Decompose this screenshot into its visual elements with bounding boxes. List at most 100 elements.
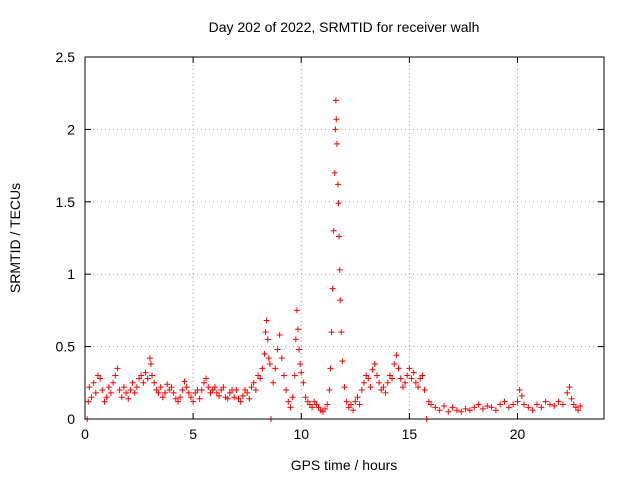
data-point [88,394,95,401]
data-point [105,384,112,391]
data-point [131,389,138,396]
data-point [332,97,339,104]
data-point [336,266,343,273]
data-point [449,404,456,411]
data-point [248,384,255,391]
data-point [577,402,584,409]
data-point [155,389,162,396]
data-point [144,375,151,382]
data-point [296,346,303,353]
data-point [367,384,374,391]
data-point [177,394,184,401]
data-point [410,369,417,376]
data-point [285,398,292,405]
data-point [333,116,340,123]
data-point [183,384,190,391]
data-point [327,365,334,372]
data-point [389,375,396,382]
data-point [352,398,359,405]
data-point [488,404,495,411]
data-point [259,365,266,372]
data-point [330,227,337,234]
data-point [270,379,277,386]
data-point [220,384,227,391]
data-point [300,379,307,386]
data-point [274,346,281,353]
data-point [399,384,406,391]
data-point [471,404,478,411]
data-point [181,378,188,385]
data-point [380,384,387,391]
data-point [337,297,344,304]
data-point [174,398,181,405]
data-point [142,369,149,376]
data-point [198,387,205,394]
data-point [533,401,540,408]
data-point [332,126,339,133]
data-point [292,336,299,343]
data-point [575,407,582,414]
data-point [402,379,409,386]
data-point [458,408,465,415]
data-point [408,375,415,382]
x-tick-label: 5 [189,426,197,442]
data-point [338,329,345,336]
data-point [140,379,147,386]
data-point [343,398,350,405]
data-point [382,389,389,396]
y-tick-labels: 0 0.5 1 1.5 2 2.5 [56,49,76,427]
data-point [391,360,398,367]
data-point [231,394,238,401]
data-point [146,355,153,362]
grid [85,57,604,419]
data-point [322,405,329,412]
data-point [264,336,271,343]
data-point [118,394,125,401]
data-point [555,398,562,405]
data-point [149,372,156,379]
data-point [462,405,469,412]
data-point [244,389,251,396]
data-point [123,389,130,396]
data-point [92,389,99,396]
data-point [237,398,244,405]
data-point [159,394,166,401]
data-point [551,402,558,409]
data-point [412,379,419,386]
data-point [520,401,527,408]
data-point [239,392,246,399]
data-point [200,379,207,386]
data-point [162,389,169,396]
data-point [291,372,298,379]
data-point [432,404,439,411]
x-axis-label: GPS time / hours [291,457,398,473]
data-point [336,233,343,240]
data-point [190,398,197,405]
y-tick-label: 1.5 [56,194,76,210]
data-point [516,387,523,394]
data-point [246,395,253,402]
data-point [233,387,240,394]
data-point [86,384,93,391]
data-point [302,394,309,401]
data-point [138,372,145,379]
data-point [278,355,285,362]
data-points [84,97,584,422]
x-tick-label: 0 [81,426,89,442]
data-point [341,384,348,391]
data-point [114,365,121,372]
data-point [335,181,342,188]
data-point [280,372,287,379]
data-point [151,379,158,386]
data-point [157,384,164,391]
data-point [187,394,194,401]
y-tick-label: 1 [67,266,75,282]
data-point [293,307,300,314]
data-point [475,401,482,408]
data-point [297,360,304,367]
data-point [369,366,376,373]
data-point [179,387,186,394]
data-point [331,169,338,176]
data-point [112,372,119,379]
data-point [415,384,422,391]
